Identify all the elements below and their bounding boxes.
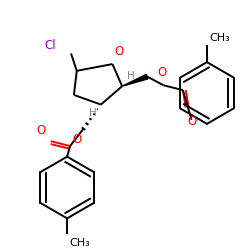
Text: Cl: Cl [44, 39, 56, 52]
Text: H: H [127, 72, 135, 82]
Text: CH₃: CH₃ [69, 238, 90, 248]
Text: H: H [89, 108, 97, 118]
Text: O: O [157, 66, 166, 80]
Text: O: O [72, 132, 82, 145]
Polygon shape [122, 74, 148, 86]
Text: O: O [37, 124, 46, 137]
Text: CH₃: CH₃ [209, 33, 230, 43]
Text: O: O [188, 115, 197, 128]
Text: O: O [114, 45, 124, 58]
